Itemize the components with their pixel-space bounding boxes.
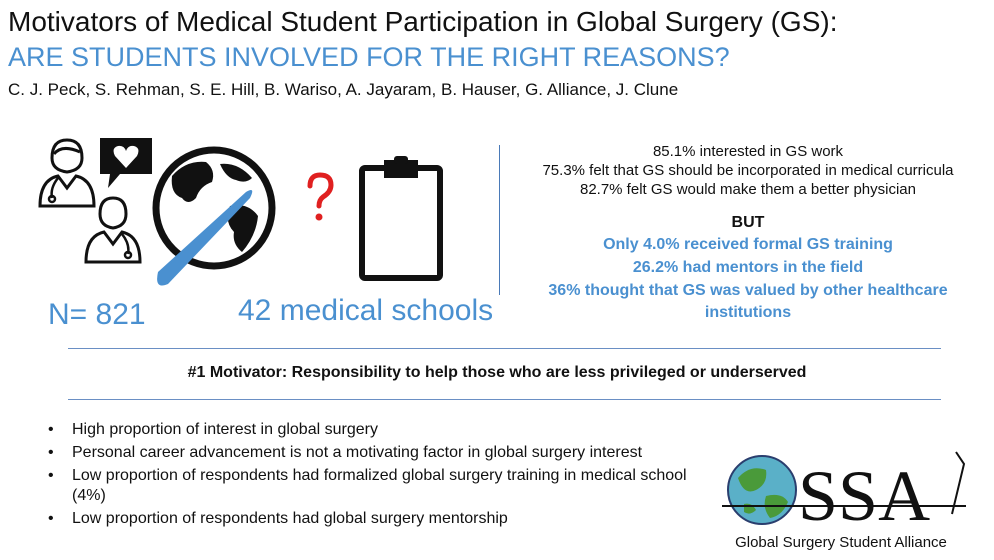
list-item: Personal career advancement is not a mot… bbox=[46, 443, 716, 463]
question-mark-icon bbox=[307, 172, 334, 221]
divider-bottom bbox=[68, 399, 941, 400]
vertical-divider bbox=[499, 145, 500, 295]
stat-interested: 85.1% interested in GS work bbox=[652, 143, 844, 160]
heart-speech-bubble-icon bbox=[100, 138, 152, 188]
list-item: Low proportion of respondents had formal… bbox=[46, 466, 716, 506]
stat-better-physician: 82.7% felt GS would make them a better p… bbox=[579, 181, 916, 198]
doctor-icon bbox=[38, 138, 96, 208]
top-motivator: #1 Motivator: Responsibility to help tho… bbox=[187, 364, 807, 381]
author-list: C. J. Peck, S. Rehman, S. E. Hill, B. Wa… bbox=[8, 80, 679, 99]
stat-curricula: 75.3% felt that GS should be incorporate… bbox=[542, 162, 954, 179]
stat-formal-training: Only 4.0% received formal GS training bbox=[603, 236, 893, 253]
logo-caption: Global Surgery Student Alliance bbox=[735, 534, 947, 551]
sample-size-label: N= 821 bbox=[48, 298, 146, 331]
stat-valued: 36% thought that GS was valued by other … bbox=[548, 282, 948, 299]
doctor-icon bbox=[84, 196, 142, 264]
list-item: High proportion of interest in global su… bbox=[46, 420, 716, 440]
list-item: Low proportion of respondents had global… bbox=[46, 509, 716, 529]
poster-title: Motivators of Medical Student Participat… bbox=[8, 6, 838, 37]
globe-scalpel-icon bbox=[152, 146, 276, 286]
svg-text:SSA: SSA bbox=[798, 456, 930, 536]
stat-but: BUT bbox=[731, 214, 765, 231]
stat-mentors: 26.2% had mentors in the field bbox=[632, 259, 864, 276]
gssa-logo: SSA bbox=[722, 451, 966, 536]
conclusions-list: High proportion of interest in global su… bbox=[46, 420, 716, 532]
poster-subtitle: ARE STUDENTS INVOLVED FOR THE RIGHT REAS… bbox=[8, 42, 730, 72]
clipboard-icon bbox=[359, 156, 443, 281]
divider-top bbox=[68, 348, 941, 349]
stat-valued-cont: institutions bbox=[704, 304, 792, 321]
medical-schools-label: 42 medical schools bbox=[238, 294, 494, 327]
